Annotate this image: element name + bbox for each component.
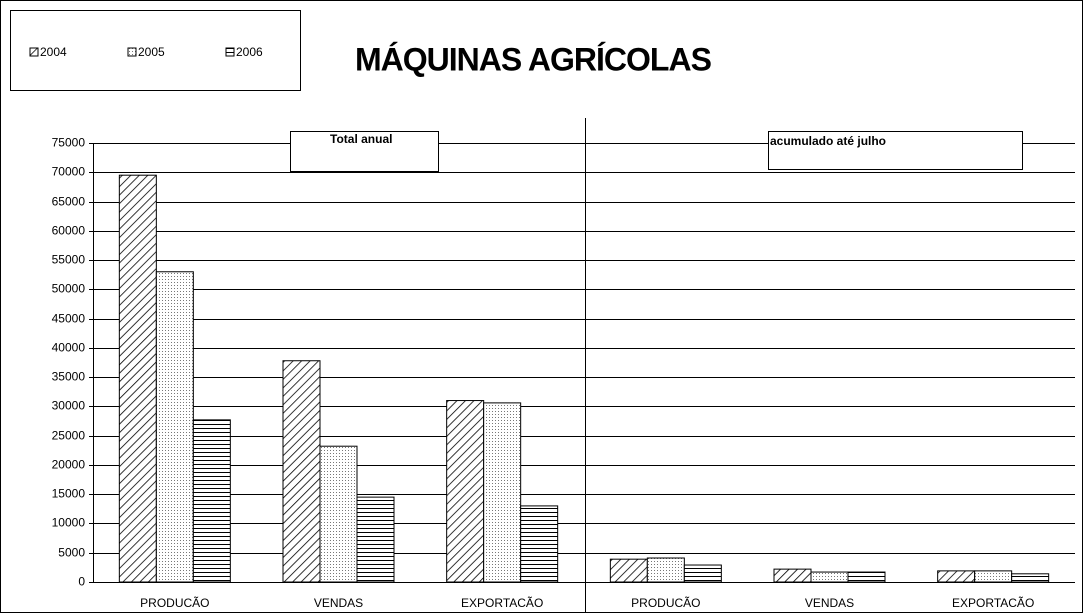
bar	[446, 400, 485, 583]
bar	[192, 419, 231, 583]
x-tick-label: EXPORTACÃO	[461, 596, 543, 610]
y-tick-label: 35000	[52, 370, 86, 384]
legend-swatch	[225, 47, 235, 57]
y-tick-label: 0	[78, 575, 85, 589]
legend-swatch	[127, 47, 137, 57]
bar	[937, 570, 976, 583]
bar	[847, 571, 886, 583]
chart-title: MÁQUINAS AGRÍCOLAS	[355, 41, 712, 77]
y-tick-label: 20000	[52, 458, 86, 472]
bar	[483, 402, 522, 583]
x-tick-label: VENDAS	[805, 596, 854, 610]
bar	[773, 568, 812, 583]
legend-swatch	[29, 47, 39, 57]
y-tick-label: 10000	[52, 516, 86, 530]
bar	[1011, 573, 1050, 583]
y-tick-label: 75000	[52, 136, 86, 150]
annotation: Total anual	[330, 132, 392, 146]
bar	[319, 445, 358, 583]
annotation-box	[290, 131, 439, 172]
legend-label: 2004	[40, 45, 67, 59]
bar	[155, 271, 194, 583]
x-tick-label: PRODUCÃO	[140, 596, 209, 610]
legend-box	[10, 10, 301, 91]
x-tick-label: VENDAS	[314, 596, 363, 610]
y-tick-label: 5000	[58, 546, 85, 560]
annotation: acumulado até julho	[770, 134, 886, 148]
bar	[646, 557, 685, 583]
x-tick-label: EXPORTACÃO	[952, 596, 1034, 610]
y-tick-label: 65000	[52, 195, 86, 209]
legend-label: 2005	[138, 45, 165, 59]
bar	[609, 558, 648, 583]
x-tick-label: PRODUCÃO	[631, 596, 700, 610]
bar	[356, 496, 395, 583]
legend-label: 2006	[236, 45, 263, 59]
y-tick-label: 30000	[52, 399, 86, 413]
y-tick-label: 60000	[52, 224, 86, 238]
y-tick-label: 15000	[52, 487, 86, 501]
bar	[118, 174, 157, 583]
y-tick-label: 55000	[52, 253, 86, 267]
bar	[974, 570, 1013, 583]
bar	[810, 571, 849, 583]
y-tick-label: 40000	[52, 341, 86, 355]
y-tick-label: 45000	[52, 312, 86, 326]
bar	[282, 360, 321, 583]
annotation-box	[768, 131, 1023, 170]
bar	[683, 564, 722, 583]
y-tick-label: 70000	[52, 165, 86, 179]
bar	[520, 505, 559, 583]
y-tick-label: 25000	[52, 429, 86, 443]
y-tick-label: 50000	[52, 282, 86, 296]
